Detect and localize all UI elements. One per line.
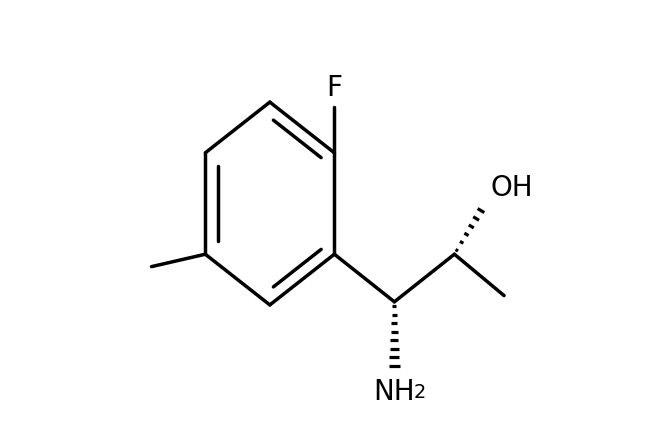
Text: 2: 2 xyxy=(413,383,426,402)
Text: F: F xyxy=(327,74,343,102)
Text: NH: NH xyxy=(373,378,415,405)
Text: OH: OH xyxy=(491,174,534,202)
